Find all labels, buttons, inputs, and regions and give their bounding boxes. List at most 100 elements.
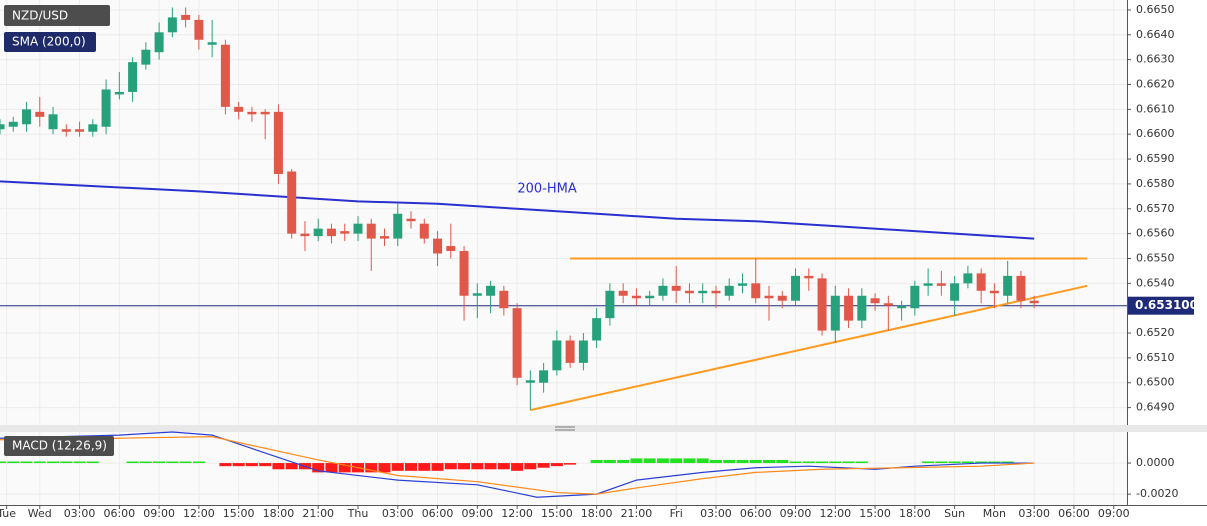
candle-body [631,295,641,299]
candle-body [817,278,827,331]
candle-body [0,124,5,130]
candle-body [167,17,177,33]
macd-histogram-bar [272,463,285,470]
candle-body [340,231,350,234]
candle-body [419,223,429,239]
macd-histogram-bar [139,461,152,464]
candle-body [353,223,363,234]
macd-histogram-bar [776,459,789,464]
candle-body [499,290,509,309]
x-tick-label: 18:00 [899,507,931,520]
candle-body [486,285,496,296]
candle-body [830,295,840,331]
candle-body [48,114,58,130]
macd-histogram-bar [537,463,550,468]
candle-body [8,121,18,127]
candle-body [273,111,283,174]
candle-body [751,283,761,299]
macd-histogram-bar [1001,461,1014,464]
symbol-badge [4,5,110,26]
candle-body [512,308,522,378]
x-tick-label: Fri [670,507,683,520]
candle-body [950,283,960,301]
macd-histogram-bar [855,461,868,464]
macd-histogram-bar [670,458,683,464]
macd-histogram-bar [922,461,935,464]
candle-body [247,111,257,115]
macd-histogram-bar [511,463,524,471]
candle-body [181,14,191,20]
candle-body [154,32,164,53]
macd-histogram-bar [153,461,166,464]
macd-histogram-bar [0,461,6,464]
x-tick-label: 09:00 [780,507,812,520]
candle-body [22,109,32,125]
macd-histogram-bar [550,463,563,467]
candle-body [711,290,721,294]
x-tick-label: Thu [347,507,369,520]
x-tick-label: 09:00 [1098,507,1130,520]
macd-badge [4,436,114,456]
candle-body [61,129,71,132]
candle-body [101,89,111,127]
candle-body [472,293,482,296]
macd-histogram-bar [73,461,86,464]
y-tick-label: 0.6590 [1136,152,1175,165]
y-tick-label: 0.6630 [1136,53,1175,66]
candle-body [936,283,946,286]
macd-histogram-bar [564,463,577,465]
y-tick-label: 0.6560 [1136,227,1175,240]
candle-body [260,111,270,115]
x-tick-label: 15:00 [859,507,891,520]
macd-histogram-bar [497,463,510,470]
macd-histogram-bar [418,463,431,471]
macd-histogram-bar [789,461,802,464]
x-tick-label: 18:00 [581,507,613,520]
y-tick-label: 0.6540 [1136,276,1175,289]
candle-body [380,236,390,239]
macd-histogram-bar [7,461,20,464]
x-tick-label: Sun [944,507,965,520]
macd-histogram-bar [338,463,351,473]
candle-body [75,129,85,132]
candle-body [326,228,336,237]
macd-histogram-bar [696,458,709,464]
macd-histogram-bar [259,463,272,467]
candle-body [592,318,602,341]
candle-body [565,340,575,363]
y-tick-label: 0.6490 [1136,401,1175,414]
macd-histogram-bar [192,461,205,464]
last-price-label: 0.653100 [1135,298,1198,312]
candle-body [114,91,124,95]
pane-divider[interactable] [0,425,1207,432]
candle-body [459,251,469,296]
candle-body [777,295,787,301]
price-axis [1127,0,1207,505]
candle-body [844,295,854,321]
candle-body [313,228,323,237]
y-tick-label: 0.6550 [1136,251,1175,264]
macd-histogram-bar [232,463,245,467]
x-tick-label: 21:00 [302,507,334,520]
macd-histogram-bar [166,461,179,464]
macd-histogram-bar [961,461,974,464]
x-tick-label: 03:00 [64,507,96,520]
x-tick-label: 03:00 [1018,507,1050,520]
macd-histogram-bar [948,461,961,464]
x-tick-label: 21:00 [621,507,653,520]
y-tick-label: -0.0020 [1136,487,1178,500]
y-tick-label: 0.6580 [1136,177,1175,190]
macd-histogram-bar [617,459,630,464]
candle-body [791,275,801,301]
y-tick-label: 0.6520 [1136,326,1175,339]
candle-body [128,62,138,92]
x-tick-label: 03:00 [382,507,414,520]
macd-histogram-bar [33,461,46,464]
macd-histogram-bar [245,463,258,467]
candle-body [658,285,668,296]
candle-body [578,340,588,363]
macd-label: MACD (12,26,9) [12,439,107,453]
x-tick-label: 15:00 [541,507,573,520]
divider-handle[interactable] [555,426,575,431]
macd-line [0,436,1035,495]
